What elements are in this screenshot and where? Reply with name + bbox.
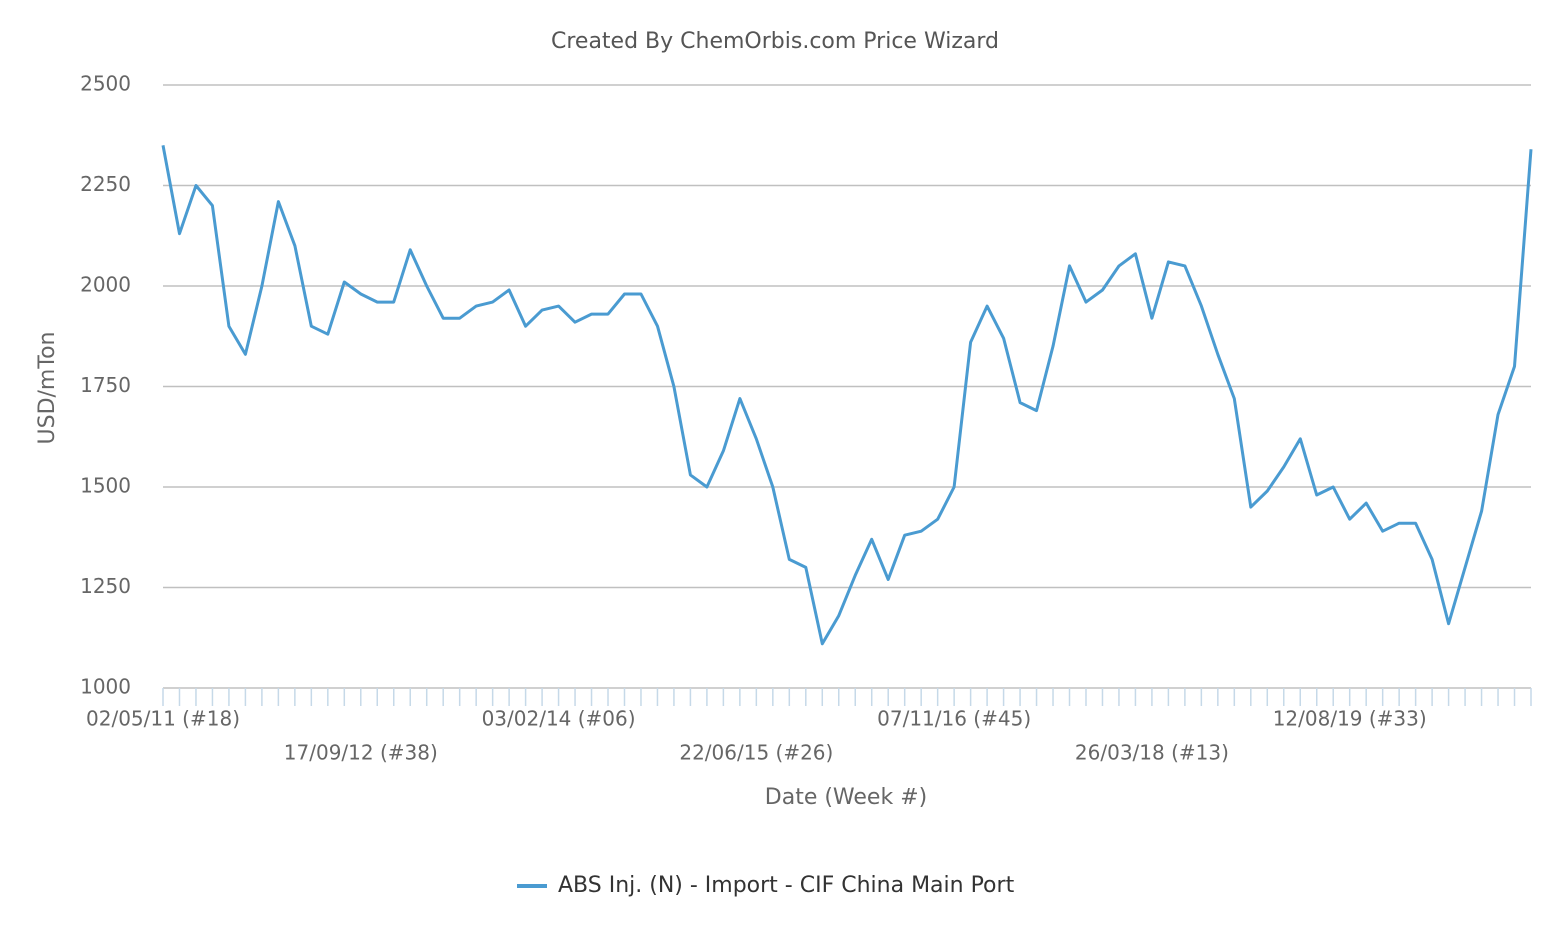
x-tick-label: 12/08/19 (#33) xyxy=(1273,707,1427,731)
x-tick-label: 26/03/18 (#13) xyxy=(1075,741,1229,765)
chart-title: Created By ChemOrbis.com Price Wizard xyxy=(551,29,999,54)
x-tick-label: 17/09/12 (#38) xyxy=(284,741,438,765)
x-axis-title: Date (Week #) xyxy=(765,785,927,810)
x-tick-label: 07/11/16 (#45) xyxy=(877,707,1031,731)
x-tick-label: 02/05/11 (#18) xyxy=(86,707,240,731)
y-tick-label: 1750 xyxy=(80,373,131,397)
line-series xyxy=(161,145,1533,646)
y-axis-title: USD/mTon xyxy=(35,332,60,445)
y-tick-label: 2000 xyxy=(80,273,131,297)
x-tick-label: 03/02/14 (#06) xyxy=(482,707,636,731)
y-tick-label: 1250 xyxy=(80,574,131,598)
legend-label: ABS Inj. (N) - Import - CIF China Main P… xyxy=(558,873,1015,898)
x-tick-label: 22/06/15 (#26) xyxy=(679,741,833,765)
y-tick-label: 2250 xyxy=(80,172,131,196)
y-tick-label: 2500 xyxy=(80,72,131,96)
y-tick-label: 1000 xyxy=(80,675,131,699)
y-tick-label: 1500 xyxy=(80,474,131,498)
